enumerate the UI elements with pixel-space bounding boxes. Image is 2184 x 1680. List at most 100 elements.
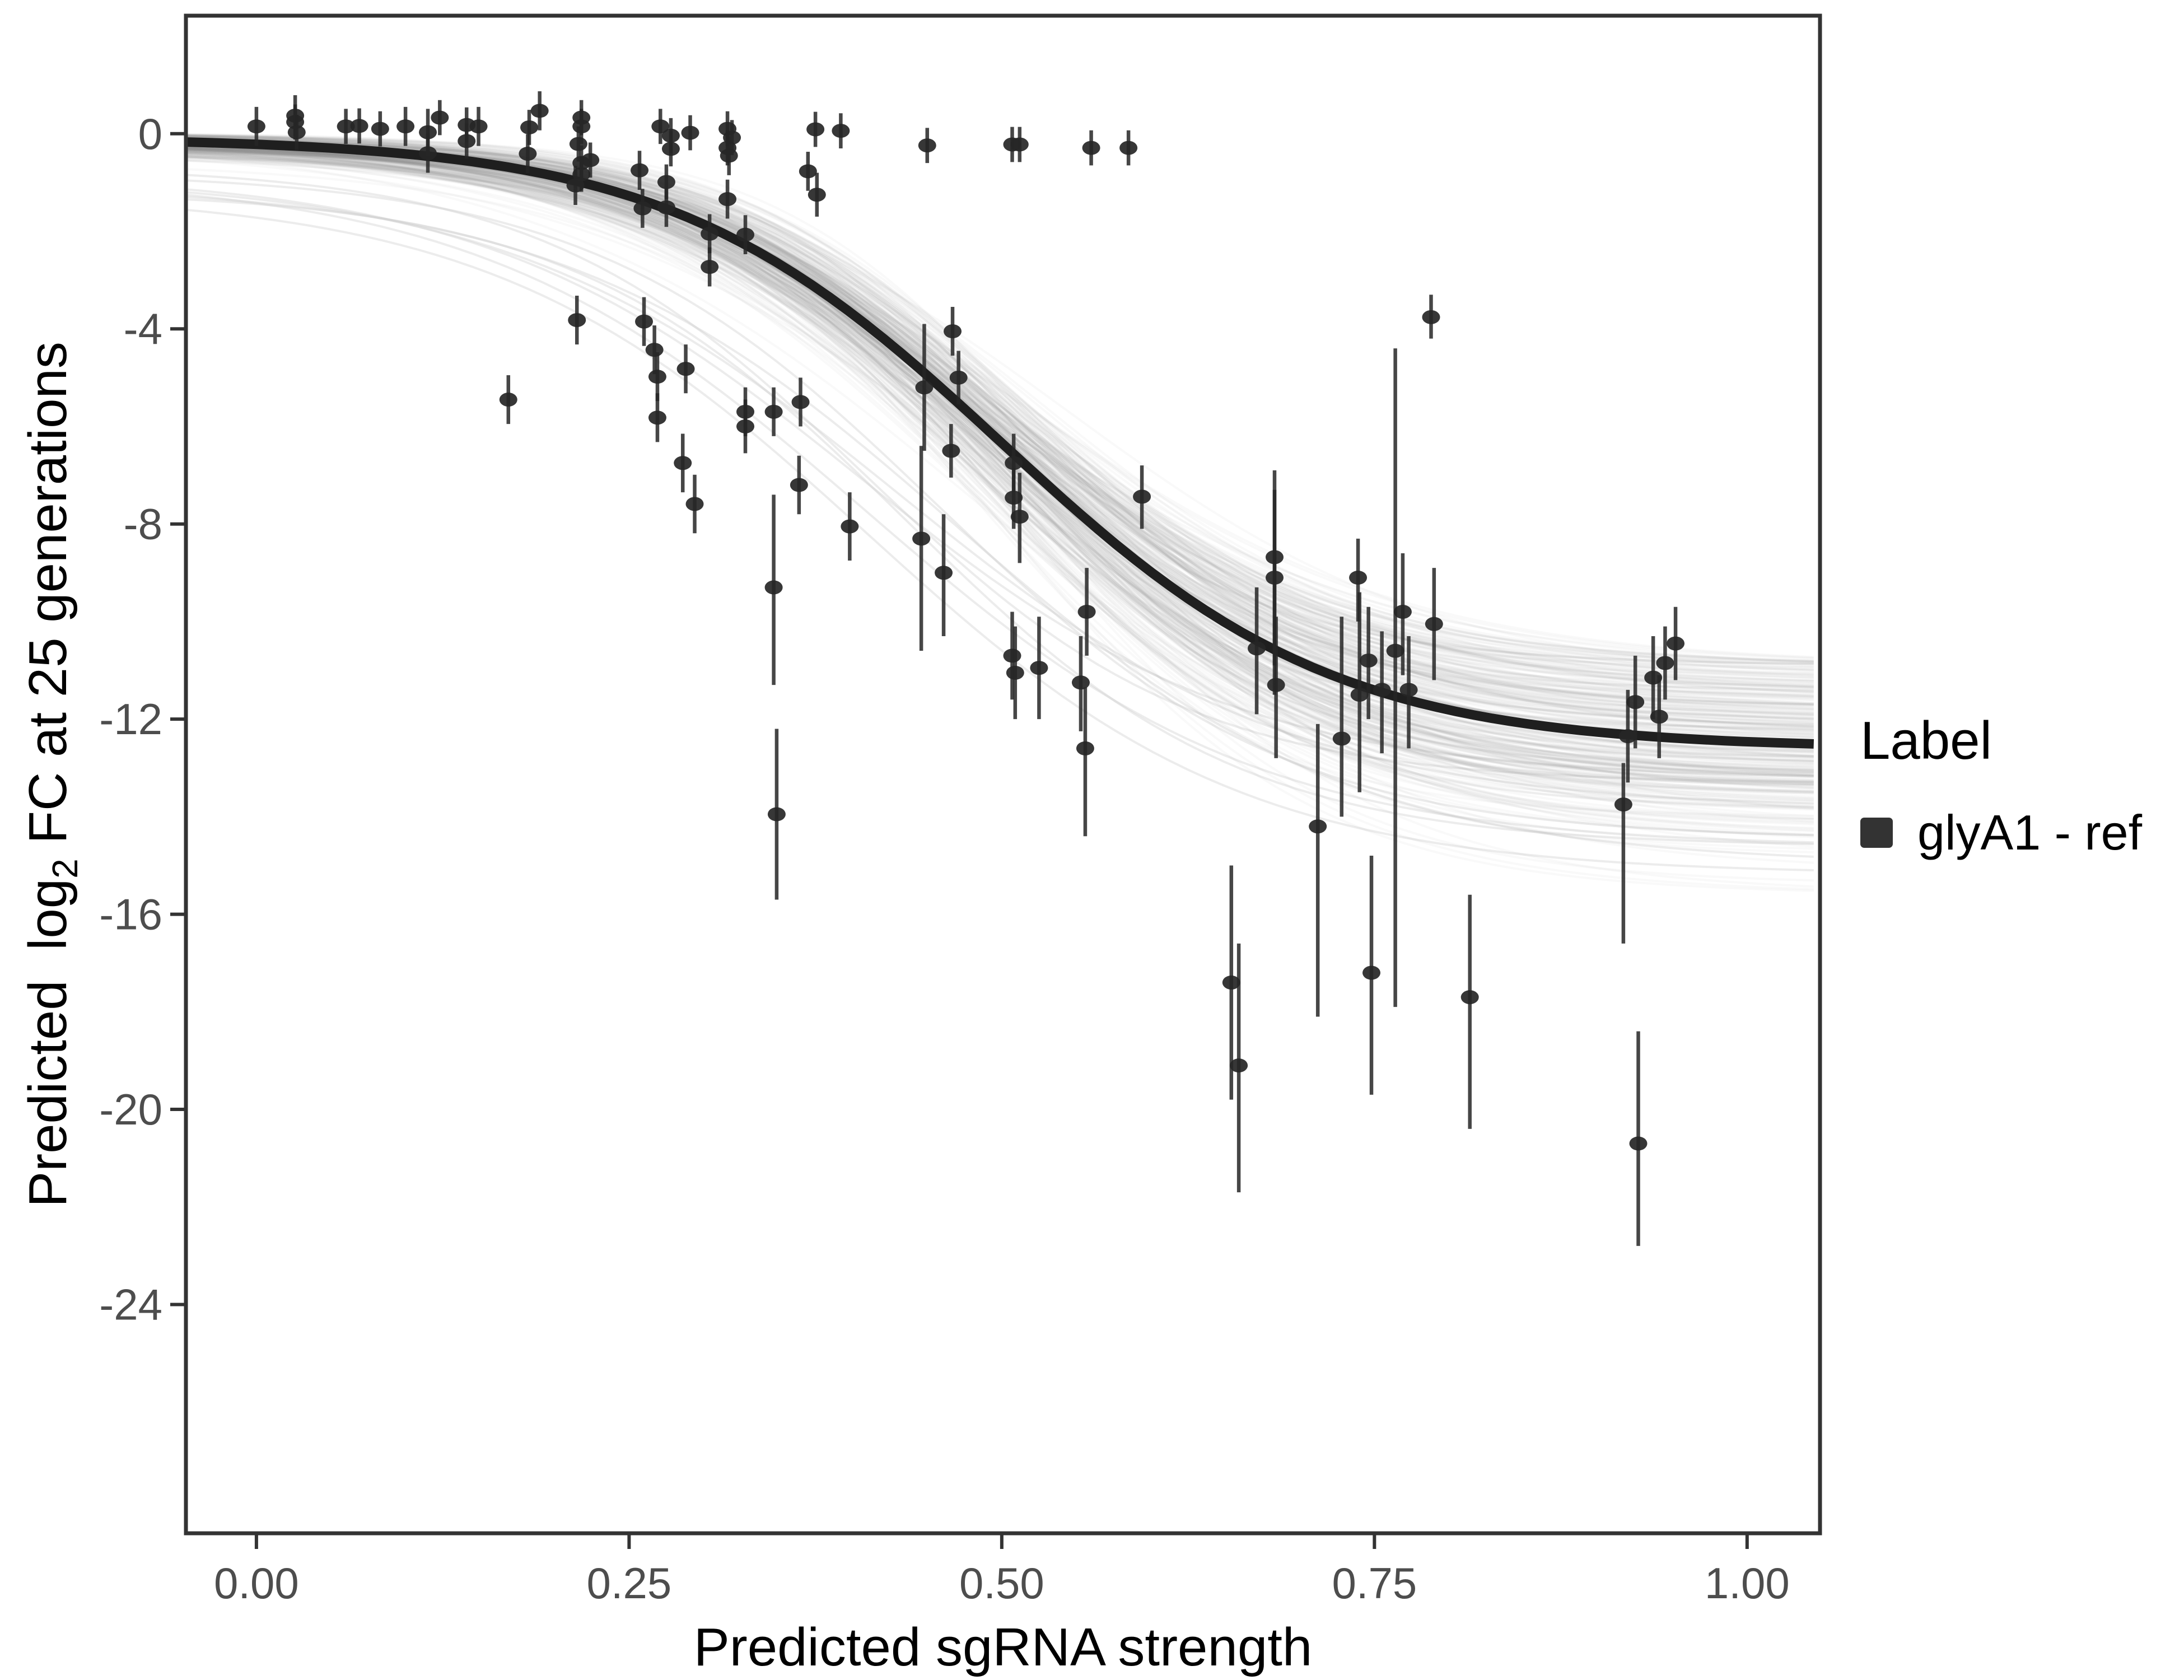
posterior-draw	[186, 137, 1814, 689]
data-point	[1248, 641, 1266, 656]
posterior-draw	[186, 139, 1814, 690]
posterior-draw	[186, 156, 1814, 689]
data-point	[790, 478, 808, 492]
posterior-draw	[186, 142, 1814, 757]
data-point	[1266, 571, 1284, 585]
posterior-draw	[186, 136, 1814, 662]
x-tick-label: 0.50	[959, 1558, 1044, 1608]
data-point	[1629, 1136, 1648, 1151]
posterior-draw	[186, 158, 1814, 776]
data-point	[648, 410, 666, 425]
posterior-draw	[186, 139, 1814, 706]
posterior-draw	[186, 134, 1814, 766]
axes: 0.00 0.25 0.50 0.75 1.00 0 -4 -8 -12 -16 -20 -24	[99, 109, 1789, 1608]
posterior-draw	[186, 133, 1814, 759]
data-point	[1460, 990, 1479, 1005]
posterior-draw	[186, 143, 1814, 864]
data-point	[767, 807, 786, 822]
posterior-draw	[186, 151, 1814, 706]
posterior-draw	[186, 146, 1814, 836]
posterior-draw	[186, 153, 1814, 850]
posterior-draw	[186, 134, 1814, 669]
data-point	[701, 260, 719, 274]
data-point	[720, 148, 738, 163]
posterior-draw	[186, 139, 1814, 792]
legend: Label glyA1 - ref	[1860, 710, 2184, 861]
posterior-draw	[186, 142, 1814, 671]
posterior-draw	[186, 137, 1814, 731]
data-point	[841, 519, 859, 534]
data-point	[1618, 729, 1637, 744]
data-point	[1425, 617, 1443, 631]
posterior-draw	[186, 148, 1814, 795]
data-point	[912, 531, 931, 546]
posterior-draw	[186, 152, 1814, 802]
uncertainty-band	[186, 133, 1814, 892]
y-tick-label: -4	[124, 304, 162, 353]
posterior-draw	[186, 149, 1814, 738]
posterior-draw	[186, 155, 1814, 774]
posterior-draw	[186, 155, 1814, 701]
posterior-draw	[186, 150, 1814, 824]
posterior-draw	[186, 144, 1814, 763]
posterior-draw	[186, 150, 1814, 682]
data-point	[685, 497, 704, 511]
posterior-draw	[186, 147, 1814, 823]
data-point	[1386, 643, 1404, 658]
data-point	[1010, 137, 1029, 152]
data-point	[1656, 656, 1674, 670]
data-point	[648, 370, 666, 384]
x-tick-label: 0.75	[1332, 1558, 1417, 1608]
posterior-draw	[186, 146, 1814, 693]
data-point	[935, 566, 953, 580]
posterior-draw	[186, 139, 1814, 784]
data-point	[1667, 636, 1685, 651]
data-point	[799, 164, 817, 179]
x-axis-title: Predicted sgRNA strength	[693, 1617, 1313, 1677]
data-point	[736, 227, 755, 242]
data-point	[1393, 604, 1412, 619]
data-point	[1309, 819, 1327, 834]
posterior-draw	[186, 154, 1814, 782]
data-point	[676, 362, 695, 376]
posterior-draw	[186, 149, 1814, 882]
posterior-draw	[186, 155, 1814, 772]
posterior-draw	[186, 155, 1814, 848]
posterior-draw	[186, 151, 1814, 717]
posterior-draw	[186, 146, 1814, 716]
data-point	[1003, 648, 1021, 663]
posterior-draw	[186, 137, 1814, 693]
posterior-draw	[186, 139, 1814, 777]
posterior-draw	[186, 152, 1814, 713]
data-point	[635, 314, 654, 329]
posterior-draw	[186, 144, 1814, 753]
data-point	[566, 178, 585, 193]
data-point	[458, 134, 476, 148]
posterior-draw	[186, 143, 1814, 679]
data-point	[1422, 310, 1440, 324]
posterior-draw	[186, 146, 1814, 830]
data-point	[1133, 489, 1151, 504]
posterior-draw	[186, 142, 1814, 665]
posterior-draw-outlier	[186, 191, 1814, 805]
data-point	[918, 138, 936, 153]
posterior-draw	[186, 133, 1814, 697]
data-point	[915, 380, 934, 395]
data-point	[520, 120, 539, 134]
posterior-draw-outlier	[186, 174, 1814, 783]
data-point	[247, 119, 265, 134]
posterior-draw	[186, 142, 1814, 711]
legend-title: Label	[1860, 711, 1992, 771]
data-point	[1222, 976, 1240, 990]
posterior-draw	[186, 137, 1814, 704]
posterior-draw	[186, 151, 1814, 699]
posterior-draw	[186, 155, 1814, 783]
data-point	[1005, 456, 1023, 470]
data-point	[530, 104, 549, 118]
y-tick-label: -20	[99, 1085, 162, 1134]
data-point	[1030, 661, 1048, 675]
posterior-draw-outlier	[186, 179, 1814, 837]
data-point	[1349, 571, 1368, 585]
